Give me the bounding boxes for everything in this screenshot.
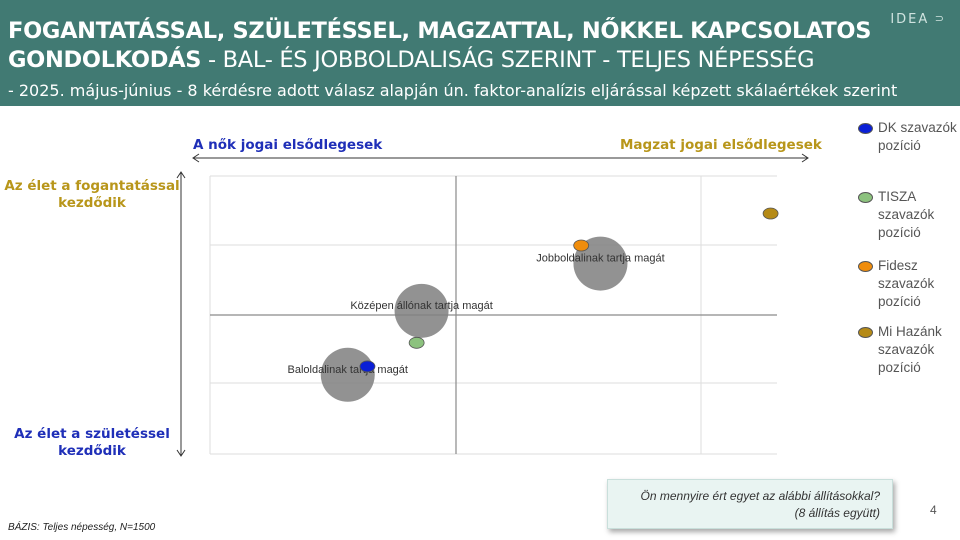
- legend-swatch-dk: [858, 123, 873, 134]
- legend-text-mihazank: Mi Hazánk szavazók pozíció: [878, 324, 942, 375]
- legend-text-dk: DK szavazók pozíció: [878, 120, 957, 153]
- y-axis-bottom-label: Az élet a születéssel kezdődik: [14, 426, 170, 459]
- reference-label-2: Baloldalinak tartja magát: [288, 364, 408, 376]
- reference-groups: Jobboldalinak tartja magát Középen állóna…: [288, 236, 665, 402]
- y-arrow-top-head-icon: [176, 171, 186, 179]
- legend-swatch-mihazank: [858, 327, 873, 338]
- reference-label-1: Középen állónak tartja magát: [350, 300, 492, 312]
- y-axis-top-label: Az élet a fogantatással kezdődik: [4, 178, 180, 211]
- reference-bubble-2: [320, 347, 375, 402]
- legend-swatch-tisza: [858, 192, 873, 203]
- legend-text-fidesz: Fidesz szavazók pozíció: [878, 258, 935, 309]
- reference-bubble-1: [394, 283, 449, 338]
- title-rest-2: - BAL- ÉS JOBBOLDALISÁG SZERINT - TELJES…: [201, 47, 815, 73]
- logo-mark-icon: ⊃: [929, 12, 946, 25]
- question-line-1: Ön mennyire ért egyet az alábbi állításo…: [640, 489, 880, 503]
- reference-label-0: Jobboldalinak tartja magát: [536, 253, 664, 265]
- data-point-2-0: [573, 239, 590, 252]
- x-axis-left-label: A nők jogai elsődlegesek: [193, 137, 383, 153]
- reference-bubble-0: [573, 236, 628, 291]
- data-point-3-0: [762, 207, 779, 220]
- chart-grid: [209, 175, 777, 455]
- data-point-0-0: [359, 360, 376, 373]
- title-bold-1: FOGANTATÁSSAL, SZÜLETÉSSEL, MAGZATTAL, N…: [8, 18, 872, 44]
- legend-swatch-fidesz: [858, 261, 873, 272]
- question-line-2: (8 állítás együtt): [794, 506, 880, 520]
- title-line-2: GONDOLKODÁS - BAL- ÉS JOBBOLDALISÁG SZER…: [8, 47, 815, 73]
- question-box: Ön mennyire ért egyet az alábbi állításo…: [607, 479, 893, 529]
- base-note: BÁZIS: Teljes népesség, N=1500: [8, 522, 156, 533]
- x-arrow-right-head-icon: [801, 153, 809, 163]
- title-line-1: FOGANTATÁSSAL, SZÜLETÉSSEL, MAGZATTAL, N…: [8, 18, 871, 44]
- data-point-1-0: [408, 336, 425, 349]
- title-bold-2: GONDOLKODÁS: [8, 47, 202, 73]
- subtitle: - 2025. május-június - 8 kérdésre adott …: [8, 81, 898, 100]
- logo-text: IDEA: [890, 12, 930, 27]
- header-banner: FOGANTATÁSSAL, SZÜLETÉSSEL, MAGZATTAL, N…: [0, 0, 960, 106]
- axis-arrows: [176, 153, 809, 457]
- page-number: 4: [930, 503, 937, 517]
- x-arrow-left-head-icon: [192, 153, 200, 163]
- idea-logo: IDEA ⊃: [890, 12, 946, 27]
- y-arrow-bottom-head-icon: [176, 449, 186, 457]
- data-points: [359, 207, 779, 373]
- legend-text-tisza: TISZA szavazók pozíció: [878, 189, 935, 240]
- x-axis-right-label: Magzat jogai elsődlegesek: [620, 137, 822, 153]
